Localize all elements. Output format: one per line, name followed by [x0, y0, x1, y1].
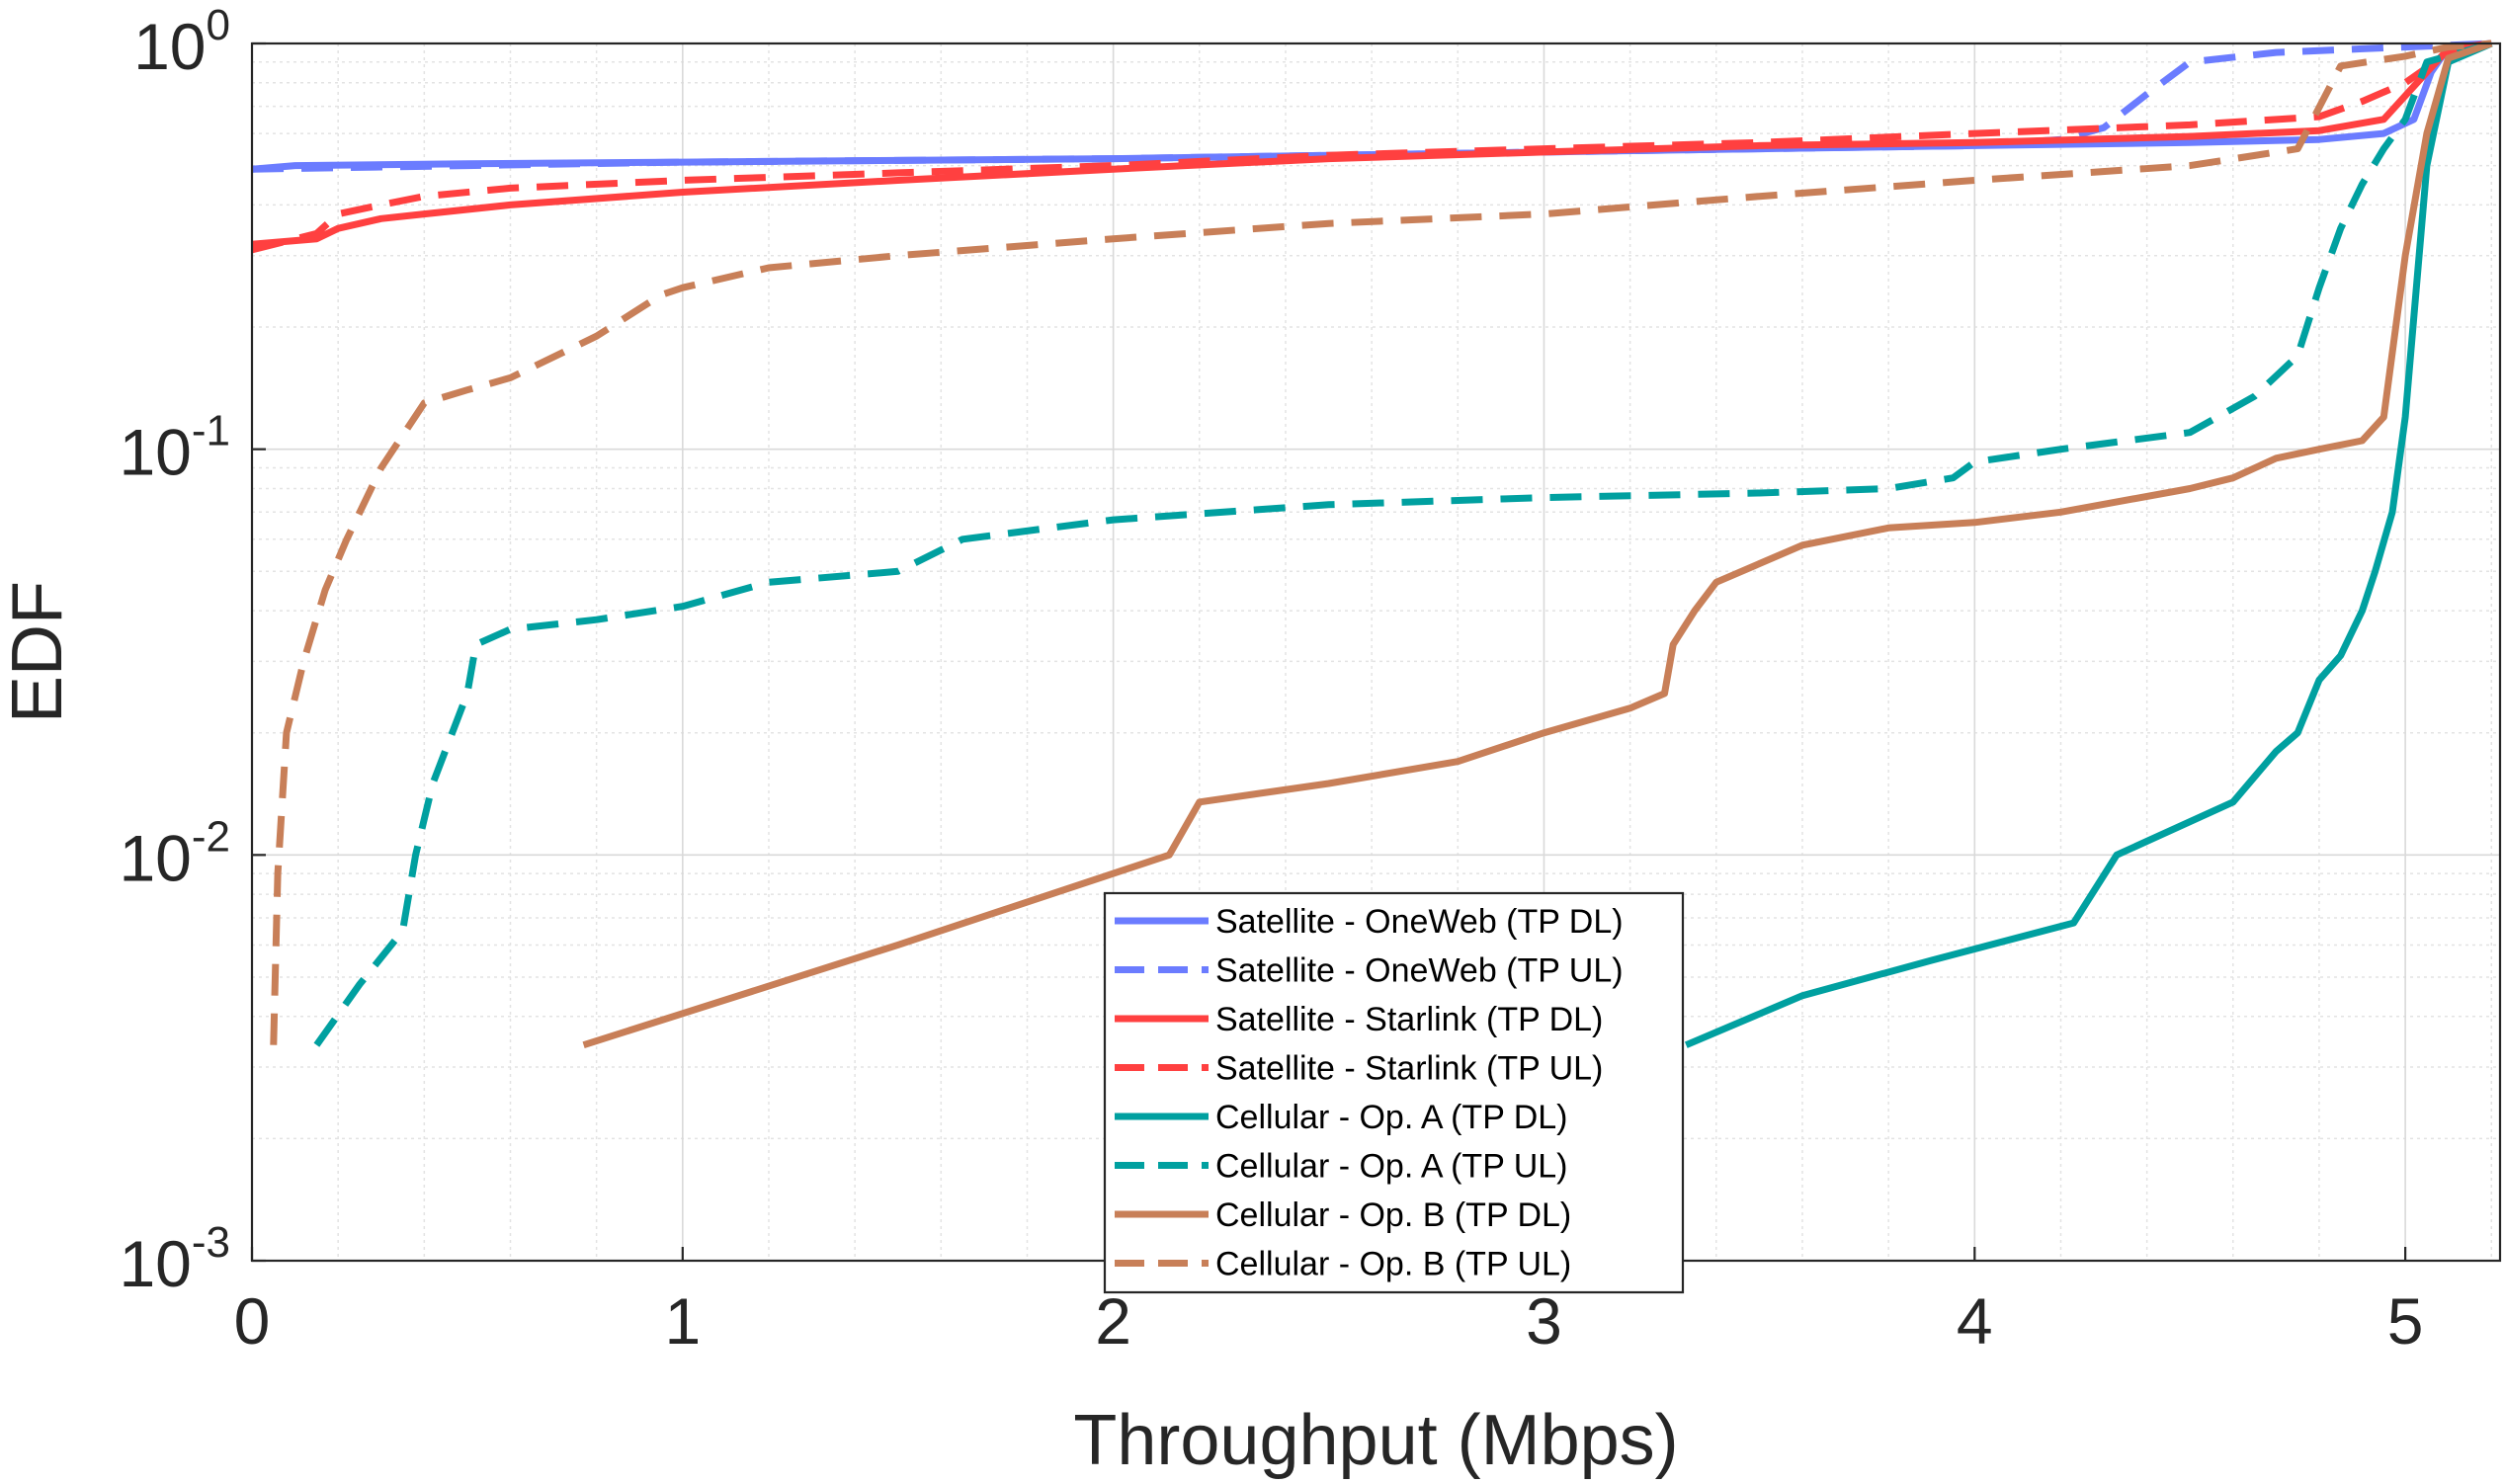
x-tick-label: 3	[1526, 1284, 1562, 1358]
series-line-4	[251, 40, 2493, 254]
x-tick-label: 0	[234, 1284, 271, 1358]
series-lines	[251, 40, 2493, 1049]
x-axis-title: Throughput (Mbps)	[1073, 1401, 1678, 1480]
legend: Satellite - OneWeb (TP DL) Satellite - On…	[1103, 891, 1685, 1294]
y-tick-label: 10-1	[119, 407, 230, 489]
y-tick-label: 100	[133, 1, 230, 83]
legend-label: Satellite - OneWeb (TP UL)	[1215, 952, 1624, 990]
legend-label: Cellular - Op. A (TP UL)	[1215, 1148, 1568, 1186]
legend-label: Cellular - Op. B (TP DL)	[1215, 1196, 1571, 1234]
x-tick-label: 2	[1095, 1284, 1131, 1358]
series-line-7	[582, 40, 2493, 1049]
y-axis-title: EDF	[0, 581, 77, 723]
legend-label: Cellular - Op. B (TP UL)	[1215, 1246, 1571, 1283]
legend-label: Satellite - Starlink (TP DL)	[1215, 1001, 1603, 1038]
legend-box	[1103, 891, 1685, 1294]
series-line-6	[313, 40, 2493, 1047]
x-tick-label: 5	[2387, 1284, 2424, 1358]
x-tick-label: 1	[664, 1284, 701, 1358]
series-line-5	[1684, 40, 2493, 1048]
legend-label: Satellite - Starlink (TP UL)	[1215, 1050, 1603, 1088]
y-tick-label: 10-3	[119, 1218, 230, 1300]
series-line-8	[270, 40, 2492, 1045]
tick-labels: 0 1 2 3 4 5 100 10-1 10-2 10-3	[119, 1, 2423, 1358]
y-tick-label: 10-2	[119, 812, 230, 894]
series-line-2	[251, 40, 2492, 173]
x-tick-label: 4	[1957, 1284, 1993, 1358]
legend-label: Cellular - Op. A (TP DL)	[1215, 1099, 1568, 1136]
legend-label: Satellite - OneWeb (TP DL)	[1215, 903, 1624, 941]
